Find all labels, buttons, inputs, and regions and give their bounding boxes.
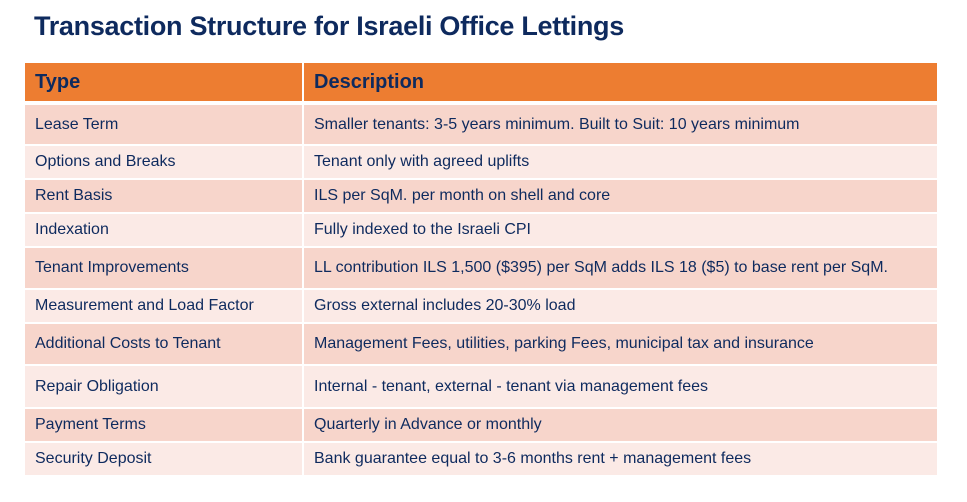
table-row: Indexation Fully indexed to the Israeli C… bbox=[23, 212, 939, 248]
cell-type: Repair Obligation bbox=[23, 364, 304, 409]
cell-description: Quarterly in Advance or monthly bbox=[302, 407, 939, 443]
cell-type: Additional Costs to Tenant bbox=[23, 322, 304, 366]
cell-description: ILS per SqM. per month on shell and core bbox=[302, 178, 939, 214]
cell-type: Payment Terms bbox=[23, 407, 304, 443]
cell-description: Bank guarantee equal to 3-6 months rent … bbox=[302, 441, 939, 477]
cell-description: Fully indexed to the Israeli CPI bbox=[302, 212, 939, 248]
page-title: Transaction Structure for Israeli Office… bbox=[34, 11, 624, 41]
header-description: Description bbox=[302, 61, 939, 105]
cell-description: Gross external includes 20-30% load bbox=[302, 288, 939, 324]
cell-type: Security Deposit bbox=[23, 441, 304, 477]
cell-type: Options and Breaks bbox=[23, 144, 304, 180]
cell-type: Measurement and Load Factor bbox=[23, 288, 304, 324]
cell-description: Tenant only with agreed uplifts bbox=[302, 144, 939, 180]
table-row: Tenant Improvements LL contribution ILS 1… bbox=[23, 246, 939, 290]
table-row: Repair Obligation Internal - tenant, exte… bbox=[23, 364, 939, 409]
cell-description: LL contribution ILS 1,500 ($395) per SqM… bbox=[302, 246, 939, 290]
cell-description: Management Fees, utilities, parking Fees… bbox=[302, 322, 939, 366]
cell-type: Tenant Improvements bbox=[23, 246, 304, 290]
table-header-row: Type Description bbox=[23, 61, 939, 105]
header-type: Type bbox=[23, 61, 304, 105]
cell-type: Rent Basis bbox=[23, 178, 304, 214]
cell-type: Lease Term bbox=[23, 102, 304, 146]
table-row: Additional Costs to Tenant Management Fee… bbox=[23, 322, 939, 366]
table-row: Measurement and Load Factor Gross externa… bbox=[23, 288, 939, 324]
table-row: Lease Term Smaller tenants: 3-5 years min… bbox=[23, 102, 939, 146]
table-row: Security Deposit Bank guarantee equal to … bbox=[23, 441, 939, 477]
transaction-table: Type Description Lease Term Smaller tenan… bbox=[23, 61, 939, 477]
cell-type: Indexation bbox=[23, 212, 304, 248]
table-row: Payment Terms Quarterly in Advance or mon… bbox=[23, 407, 939, 443]
cell-description: Smaller tenants: 3-5 years minimum. Buil… bbox=[302, 102, 939, 146]
cell-description: Internal - tenant, external - tenant via… bbox=[302, 364, 939, 409]
table-row: Options and Breaks Tenant only with agree… bbox=[23, 144, 939, 180]
table-row: Rent Basis ILS per SqM. per month on shel… bbox=[23, 178, 939, 214]
